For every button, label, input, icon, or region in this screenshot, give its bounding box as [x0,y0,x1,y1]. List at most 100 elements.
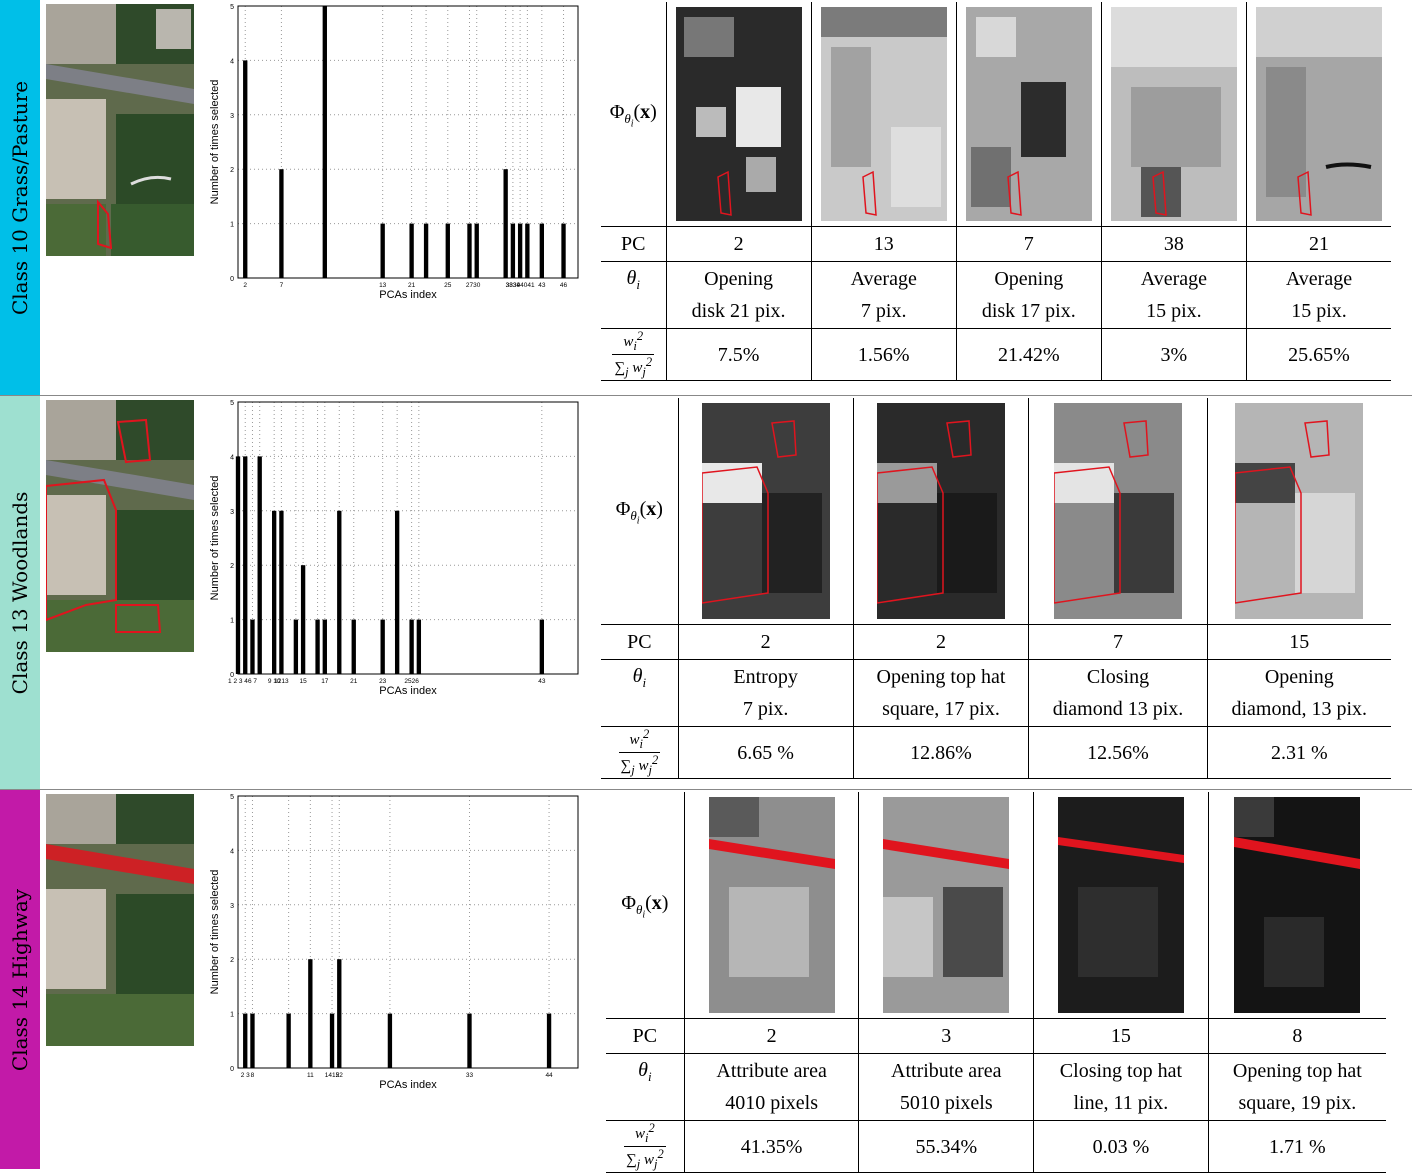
bar [525,223,530,278]
theta-value: Attribute area 5010 pixels [858,1053,1034,1121]
pc-label: PC [601,624,679,660]
y-tick-label: 0 [230,276,234,283]
aerial-thumbnail [46,794,194,1046]
bar [416,619,422,674]
feature-image [1235,403,1364,619]
class-label: Class 14 Highway [8,888,32,1071]
pc-value: 15 [1206,624,1391,660]
y-tick-label: 1 [230,618,234,625]
x-tick-label: 7 [280,282,284,289]
weight-value: 55.34% [858,1120,1034,1173]
feature-image-cell [858,792,1034,1019]
feature-image-cell [955,2,1102,227]
aerial-thumbnail [46,4,194,256]
x-tick-label: 15 [299,678,307,685]
weight-value: 0.03 % [1033,1120,1209,1173]
feature-image-cell [1245,2,1391,227]
pc-value: 7 [955,226,1102,262]
weight-value: 1.56% [810,328,957,381]
bar [337,510,342,674]
x-tick-label: 43 [538,678,546,685]
section-divider [0,789,1412,790]
pc-value: 2 [677,624,854,660]
feature-image [820,7,947,221]
y-tick-label: 5 [230,794,234,801]
theta-value: Attribute area 4010 pixels [683,1053,859,1121]
theta-value: Closing diamond 13 pix. [1028,659,1208,727]
feature-image [965,7,1092,221]
bar [561,223,566,278]
y-tick-label: 3 [230,113,234,120]
y-tick-label: 1 [230,222,234,229]
bar [409,619,414,674]
feature-image [1054,403,1182,619]
class-label-bar: Class 10 Grass/Pasture [0,0,40,395]
bar [517,223,523,278]
bar [293,619,299,674]
theta-label: θi [601,659,679,727]
feature-image-cell [677,398,854,625]
x-tick-label: 8 [251,1072,255,1079]
weight-fraction-label: wi2 ∑j wj2 [601,328,667,381]
bar [243,456,248,674]
y-tick-label: 5 [230,400,234,407]
weight-value: 12.86% [852,726,1029,779]
bar [546,1013,552,1068]
x-tick-label: 1213 [274,678,289,685]
x-tick-label: 22 [336,1072,344,1079]
bar [308,959,313,1068]
theta-value: Opening top hat square, 19 pix. [1207,1053,1386,1121]
x-tick-label: 17 [321,678,329,685]
section-divider [0,395,1412,396]
bar [279,510,284,674]
bar [286,1013,291,1068]
plot-frame [237,5,579,279]
feature-table: Φθi(x) PC 2 2 7 15 θi Entropy 7 pix. [601,398,1391,779]
x-tick-label: 2 [243,282,247,289]
y-tick-label: 5 [230,4,234,11]
bar [250,619,255,674]
weight-value: 2.31 % [1206,726,1391,779]
plot-frame [237,401,579,675]
theta-value: Opening disk 17 pix. [955,261,1102,329]
bar-chart: 0 1 2 3 4 5 2 7 13 21 25 27 30 3334 38394041 43 46 PCAs i… [206,4,588,304]
weight-value: 3% [1100,328,1247,381]
y-tick-label: 4 [230,454,234,461]
y-tick-label: 3 [230,509,234,516]
feature-image-cell [1033,792,1209,1019]
feature-image [675,7,802,221]
class-label: Class 10 Grass/Pasture [8,80,32,315]
feature-image [883,797,1010,1013]
bar [539,223,544,278]
x-tick-label: 1415 [325,1072,340,1079]
pc-value: 2 [683,1018,859,1054]
x-tick-label: 2526 [404,678,419,685]
pc-value: 38 [1100,226,1247,262]
weight-value: 41.35% [683,1120,859,1173]
y-axis-label: Number of times selected [209,870,221,995]
y-tick-label: 1 [230,1012,234,1019]
x-tick-label: 23 [379,678,387,685]
bar [380,619,385,674]
feature-image-cell [683,792,859,1019]
weight-value: 25.65% [1245,328,1391,381]
x-axis-label: PCAs index [379,685,437,697]
x-tick-label: 25 [444,282,452,289]
weight-value: 7.5% [665,328,812,381]
theta-value: Average 15 pix. [1245,261,1391,329]
pc-value: 2 [665,226,812,262]
bar [409,223,414,278]
y-tick-label: 2 [230,167,234,174]
bar [510,223,516,278]
feature-image-cell [1207,792,1386,1019]
bar [351,619,356,674]
bar [329,1013,335,1068]
bar [272,510,277,674]
bar [315,619,320,674]
feature-image [1255,7,1382,221]
bar [387,1013,393,1068]
feature-image-cell [1028,398,1208,625]
